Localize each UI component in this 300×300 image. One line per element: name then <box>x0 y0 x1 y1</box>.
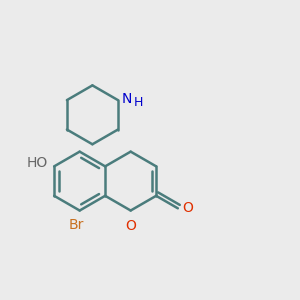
Text: Br: Br <box>69 218 84 232</box>
Text: H: H <box>133 96 143 109</box>
Text: HO: HO <box>26 156 48 170</box>
Text: O: O <box>183 201 194 215</box>
Text: N: N <box>122 92 132 106</box>
Text: O: O <box>125 219 136 233</box>
